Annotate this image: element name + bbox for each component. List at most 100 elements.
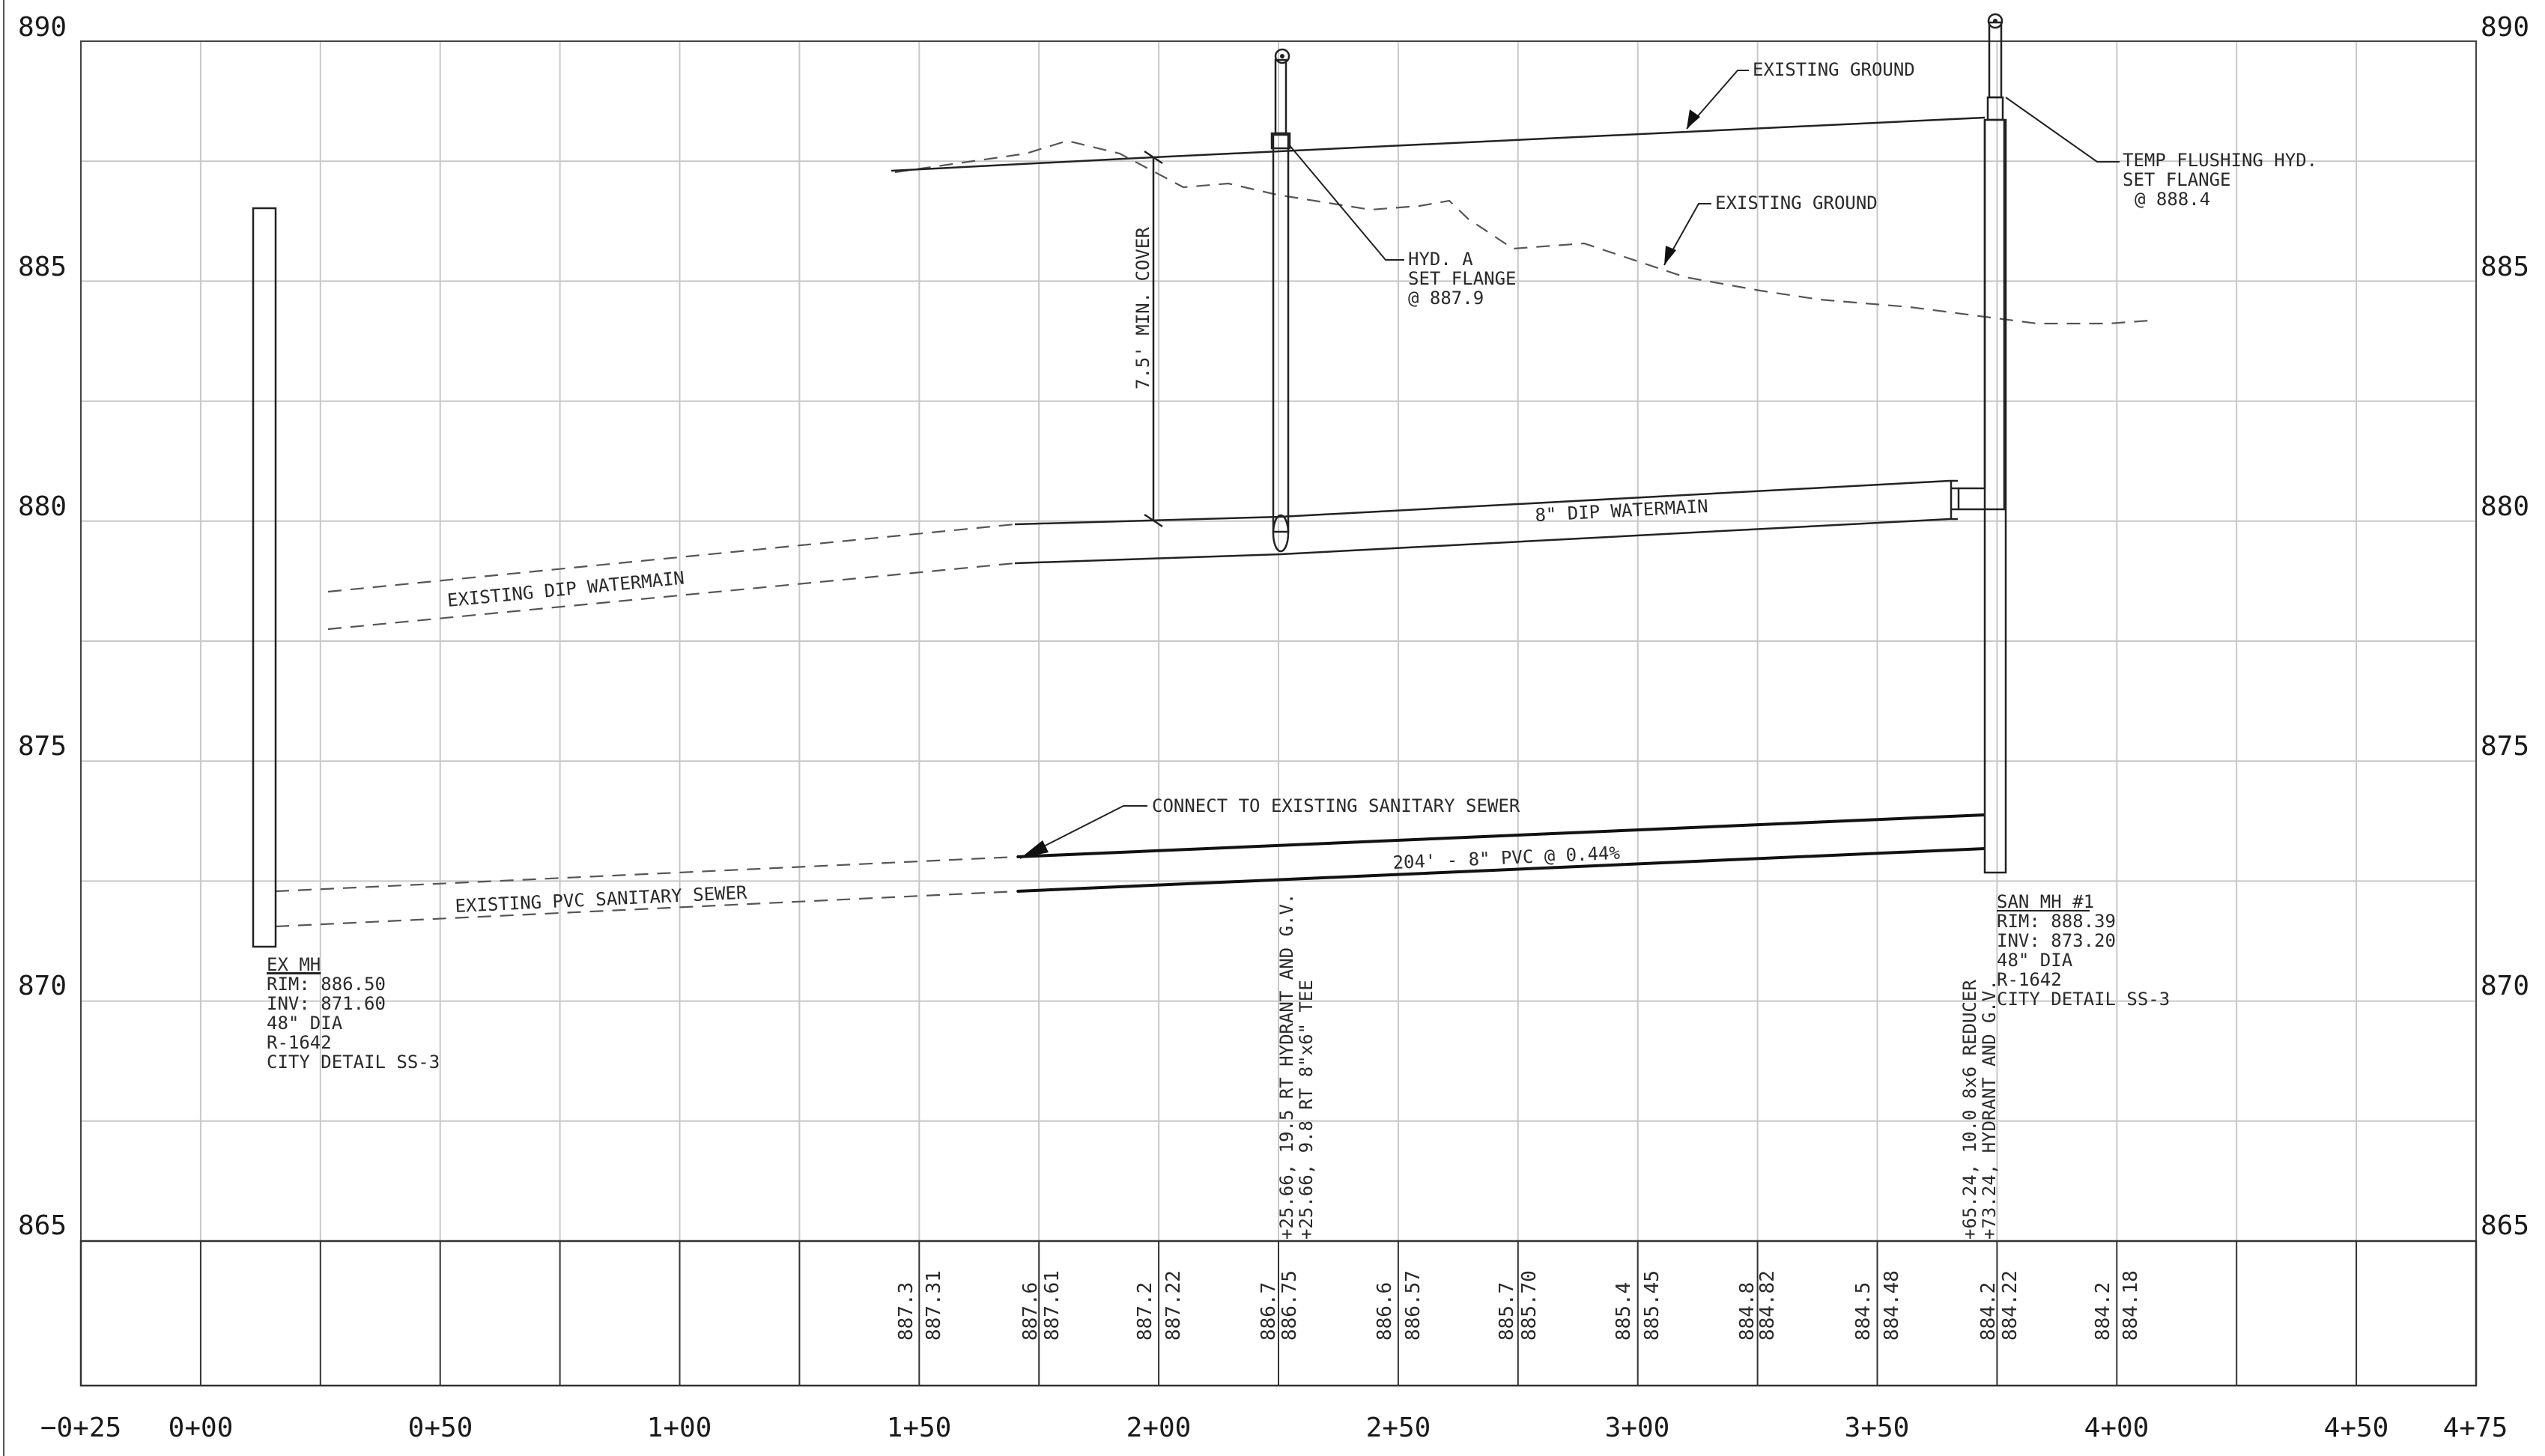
hydrant-callout: +25.66, 19.5 RT HYDRANT AND G.V. — [1276, 894, 1297, 1240]
connect-sewer-leader — [1019, 805, 1147, 859]
hydrant-a-valve — [1272, 514, 1290, 553]
existing-elev: 884.5 — [1852, 1282, 1875, 1341]
station-label: 4+00 — [2084, 1413, 2150, 1443]
reducer-callout: +65.24, 10.0 8x6 REDUCER — [1959, 980, 1980, 1240]
existing-pvc-top — [275, 855, 1018, 893]
san-mh-note: SAN MH #1 RIM: 888.39 INV: 873.20 48" DI… — [1997, 891, 2170, 1010]
hydrant-a-top — [1274, 58, 1287, 135]
elev-label-left: 875 — [18, 731, 67, 762]
existing-ground-leader-1 — [1686, 70, 1749, 130]
temp-hydrant-label: @ 888.4 — [2135, 189, 2210, 210]
san-mh-line: CITY DETAIL SS-3 — [1997, 989, 2170, 1010]
reducer-outlet — [1951, 487, 1960, 511]
san-manhole-riser — [1983, 118, 2007, 874]
station-label: 3+00 — [1605, 1413, 1670, 1443]
min-cover-label: 7.5' MIN. COVER — [1132, 227, 1153, 389]
existing-elev: 887.6 — [1019, 1282, 1042, 1341]
hydrant-a-barrel — [1272, 133, 1290, 533]
hyd-a-label: HYD. A — [1408, 249, 1473, 270]
san-mh-line: R-1642 — [1997, 969, 2062, 990]
temp-hydrant-label: TEMP FLUSHING HYD. — [2123, 150, 2317, 171]
station-label: 2+00 — [1126, 1413, 1192, 1443]
hydrant-a-nozzle-dot — [1280, 54, 1284, 58]
hydrant-gv-callout: +73.24, HYDRANT AND G.V. — [1979, 980, 2000, 1240]
proposed-elev: 887.61 — [1041, 1270, 1064, 1341]
station-label: 3+50 — [1845, 1413, 1910, 1443]
proposed-elev: 884.22 — [1999, 1270, 2021, 1341]
temp-hydrant-nozzle-dot — [1993, 19, 1998, 23]
elev-label-left: 865 — [18, 1210, 67, 1241]
elev-label-right: 865 — [2481, 1210, 2529, 1241]
station-label: 2+50 — [1366, 1413, 1431, 1443]
horizontal-grid — [81, 160, 2476, 1122]
elev-label-right: 880 — [2481, 491, 2529, 522]
existing-elev: 885.4 — [1613, 1282, 1635, 1341]
existing-pvc-bottom — [275, 890, 1018, 928]
station-label: 0+50 — [408, 1413, 473, 1443]
elevation-values: 887.3 887.31 887.6 887.61 887.2 887.22 8… — [895, 1270, 2142, 1341]
san-mh-title: SAN MH #1 — [1997, 891, 2094, 912]
existing-elev: 887.2 — [1134, 1282, 1156, 1341]
station-label: 4+75 — [2443, 1413, 2508, 1443]
existing-elev: 884.2 — [1977, 1282, 2000, 1341]
dip-watermain-top — [1014, 479, 1958, 526]
ex-mh-line: 48" DIA — [267, 1013, 343, 1034]
elev-label-right: 875 — [2481, 731, 2529, 762]
existing-manhole — [252, 207, 277, 948]
min-cover-tick-top — [1144, 150, 1163, 165]
existing-dip-bottom — [327, 562, 1016, 631]
elev-label-right: 885 — [2481, 252, 2529, 282]
dip-watermain-bottom — [1014, 518, 1958, 565]
temp-hydrant-body — [1988, 21, 2003, 99]
right-elevation-labels: 890 885 880 875 870 865 — [2481, 12, 2529, 1241]
connect-sewer-arrow — [1020, 840, 1049, 858]
san-mh-line: 48" DIA — [1997, 950, 2073, 971]
proposed-elev: 884.82 — [1756, 1270, 1779, 1341]
hyd-a-label: SET FLANGE — [1408, 268, 1517, 289]
hyd-a-leader — [1287, 143, 1404, 261]
temp-hydrant-label: SET FLANGE — [2123, 169, 2231, 190]
station-label: −0+25 — [40, 1413, 121, 1443]
elev-label-left: 870 — [18, 971, 67, 1001]
san-manhole-cap — [1986, 96, 2004, 121]
proposed-elev: 885.45 — [1641, 1270, 1663, 1341]
proposed-elev: 885.70 — [1518, 1270, 1541, 1341]
elev-label-left: 880 — [18, 491, 67, 522]
existing-elev: 886.6 — [1374, 1282, 1396, 1341]
existing-dip-label: EXISTING DIP WATERMAIN — [446, 568, 685, 611]
elev-label-left: 890 — [18, 12, 67, 43]
existing-elev: 887.3 — [895, 1282, 917, 1341]
elev-label-right: 890 — [2481, 12, 2529, 43]
ex-mh-title: EX MH — [267, 954, 321, 975]
station-label: 1+50 — [887, 1413, 952, 1443]
existing-ground-arrow-1 — [1687, 109, 1700, 129]
min-cover-tick-bottom — [1144, 513, 1163, 528]
existing-elev: 884.8 — [1736, 1282, 1759, 1341]
ex-mh-line: INV: 871.60 — [267, 993, 386, 1014]
ex-mh-line: RIM: 886.50 — [267, 974, 386, 995]
san-mh-line: INV: 873.20 — [1997, 930, 2116, 951]
station-label: 1+00 — [647, 1413, 712, 1443]
existing-ground-label: EXISTING GROUND — [1715, 192, 1878, 213]
existing-ground-label: EXISTING GROUND — [1753, 59, 1915, 80]
pvc-sewer-top — [1016, 813, 1986, 858]
existing-ground-profile — [894, 139, 2150, 325]
temp-hydrant-nozzle — [1987, 13, 2003, 29]
ex-mh-note: EX MH RIM: 886.50 INV: 871.60 48" DIA R-… — [267, 954, 440, 1073]
proposed-elev: 887.31 — [923, 1270, 945, 1341]
proposed-elev: 884.18 — [2120, 1270, 2142, 1341]
elev-label-left: 885 — [18, 252, 67, 282]
elev-label-right: 870 — [2481, 971, 2529, 1001]
tee-callout: +25.66, 9.8 RT 8"x6" TEE — [1296, 980, 1317, 1240]
existing-elev: 884.2 — [2092, 1282, 2114, 1341]
hyd-a-label: @ 887.9 — [1408, 288, 1484, 309]
left-elevation-labels: 890 885 880 875 870 865 — [18, 12, 67, 1241]
proposed-elev: 884.48 — [1881, 1270, 1903, 1341]
station-label: 4+50 — [2324, 1413, 2389, 1443]
existing-ground-leader-2 — [1663, 203, 1711, 266]
san-mh-line: RIM: 888.39 — [1997, 911, 2116, 932]
proposed-elev: 887.22 — [1162, 1270, 1185, 1341]
connect-sewer-label: CONNECT TO EXISTING SANITARY SEWER — [1152, 795, 1520, 816]
proposed-elev: 886.75 — [1278, 1270, 1301, 1341]
